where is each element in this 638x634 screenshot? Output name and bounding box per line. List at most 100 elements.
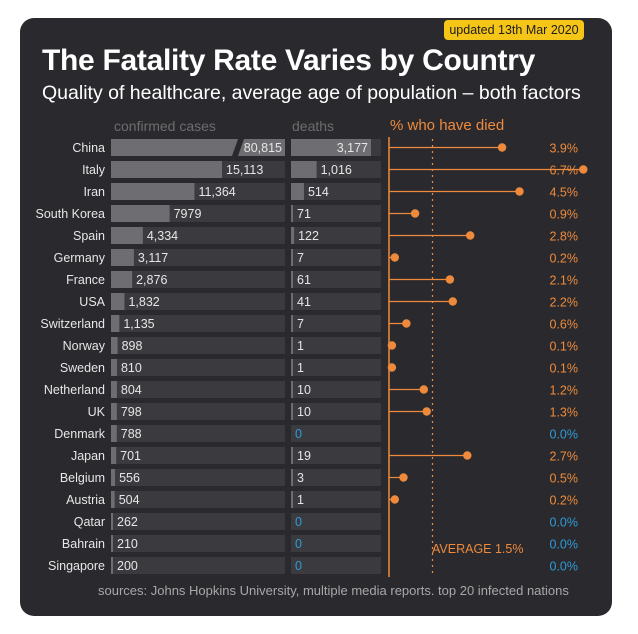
- country-label: China: [72, 141, 105, 155]
- country-label: Iran: [83, 185, 105, 199]
- cases-track: [111, 381, 285, 398]
- header-deaths: deaths: [292, 118, 335, 134]
- deaths-bar: [291, 381, 293, 398]
- deaths-bar: [291, 337, 293, 354]
- percent-dot: [463, 451, 472, 460]
- cases-track: [111, 337, 285, 354]
- percent-value-label: 0.0%: [550, 560, 579, 574]
- country-label: Japan: [71, 449, 105, 463]
- deaths-bar: [291, 183, 304, 200]
- deaths-track: [291, 359, 381, 376]
- cases-bar: [111, 359, 117, 376]
- deaths-bar: [291, 205, 293, 222]
- deaths-value-label: 71: [297, 207, 311, 221]
- country-label: Qatar: [74, 515, 105, 529]
- percent-value-label: 2.1%: [550, 274, 579, 288]
- deaths-track: [291, 315, 381, 332]
- deaths-value-label: 7: [297, 251, 304, 265]
- deaths-track: [291, 535, 381, 552]
- cases-bar: [111, 447, 117, 464]
- percent-dot: [387, 341, 397, 350]
- country-label: South Korea: [36, 207, 106, 221]
- cases-bar: [111, 205, 170, 222]
- deaths-value-label: 61: [297, 273, 311, 287]
- cases-track: [111, 293, 285, 310]
- deaths-track: [291, 337, 381, 354]
- cases-bar: [111, 249, 134, 266]
- deaths-bar: [291, 403, 293, 420]
- country-label: Switzerland: [40, 317, 105, 331]
- deaths-bar: [291, 447, 293, 464]
- percent-dot: [445, 275, 455, 284]
- country-label: Norway: [63, 339, 106, 353]
- country-label: Singapore: [48, 559, 105, 573]
- percent-dot: [515, 187, 524, 196]
- deaths-value-label: 514: [308, 185, 329, 199]
- percent-value-label: 0.2%: [550, 494, 579, 508]
- cases-bar: [111, 403, 117, 420]
- cases-bar: [111, 425, 117, 442]
- cases-bar: [111, 271, 133, 288]
- country-label: Belgium: [60, 471, 105, 485]
- axis-break-mark: [232, 139, 244, 156]
- cases-value-label: 701: [120, 449, 141, 463]
- cases-value-label: 262: [117, 515, 138, 529]
- deaths-value-label: 0: [295, 515, 302, 529]
- country-label: Netherland: [44, 383, 105, 397]
- deaths-bar: [291, 293, 293, 310]
- deaths-value-label: 10: [297, 383, 311, 397]
- country-label: Sweden: [60, 361, 105, 375]
- cases-value-label: 788: [121, 427, 142, 441]
- deaths-track: [291, 381, 381, 398]
- deaths-track: [291, 447, 381, 464]
- cases-bar: [111, 315, 120, 332]
- deaths-track: [291, 293, 381, 310]
- cases-track: [111, 227, 285, 244]
- deaths-value-label: 19: [297, 449, 311, 463]
- deaths-value-label: 1: [297, 493, 304, 507]
- percent-dot: [390, 253, 399, 262]
- deaths-bar: [291, 469, 293, 486]
- cases-value-label: 4,334: [147, 229, 178, 243]
- cases-track: [111, 557, 285, 574]
- cases-bar: [111, 381, 117, 398]
- deaths-value-label: 3,177: [337, 141, 368, 155]
- deaths-track: [291, 205, 381, 222]
- cases-value-label: 804: [121, 383, 142, 397]
- deaths-bar: [291, 139, 371, 156]
- cases-bar: [111, 557, 113, 574]
- percent-dot: [390, 495, 399, 504]
- header-confirmed-cases: confirmed cases: [114, 118, 216, 134]
- percent-dot: [422, 407, 431, 416]
- cases-track: [111, 535, 285, 552]
- cases-track: [111, 447, 285, 464]
- cases-value-label: 200: [117, 559, 138, 573]
- cases-value-label: 798: [121, 405, 142, 419]
- cases-track: [111, 271, 285, 288]
- cases-track: [111, 513, 285, 530]
- percent-dot: [419, 385, 428, 394]
- cases-value-label: 504: [119, 493, 140, 507]
- percent-value-label: 0.9%: [550, 208, 579, 222]
- chart-title: The Fatality Rate Varies by Country: [42, 44, 535, 77]
- deaths-track: [291, 271, 381, 288]
- deaths-track: [291, 183, 381, 200]
- deaths-track: [291, 403, 381, 420]
- deaths-value-label: 41: [297, 295, 311, 309]
- cases-bar: [111, 491, 115, 508]
- country-label: France: [66, 273, 105, 287]
- country-label: Spain: [73, 229, 105, 243]
- percent-dot: [466, 231, 475, 240]
- deaths-value-label: 1: [297, 361, 304, 375]
- deaths-track: [291, 491, 381, 508]
- percent-value-label: 3.9%: [550, 142, 579, 156]
- percent-value-label: 4.5%: [550, 186, 579, 200]
- deaths-bar: [291, 359, 293, 376]
- percent-value-label: 0.1%: [550, 362, 579, 376]
- cases-value-label: 1,135: [123, 317, 154, 331]
- percent-value-label: 0.2%: [550, 252, 579, 266]
- cases-track: [111, 403, 285, 420]
- country-label: Italy: [82, 163, 106, 177]
- deaths-track: [291, 469, 381, 486]
- percent-dot: [402, 319, 411, 328]
